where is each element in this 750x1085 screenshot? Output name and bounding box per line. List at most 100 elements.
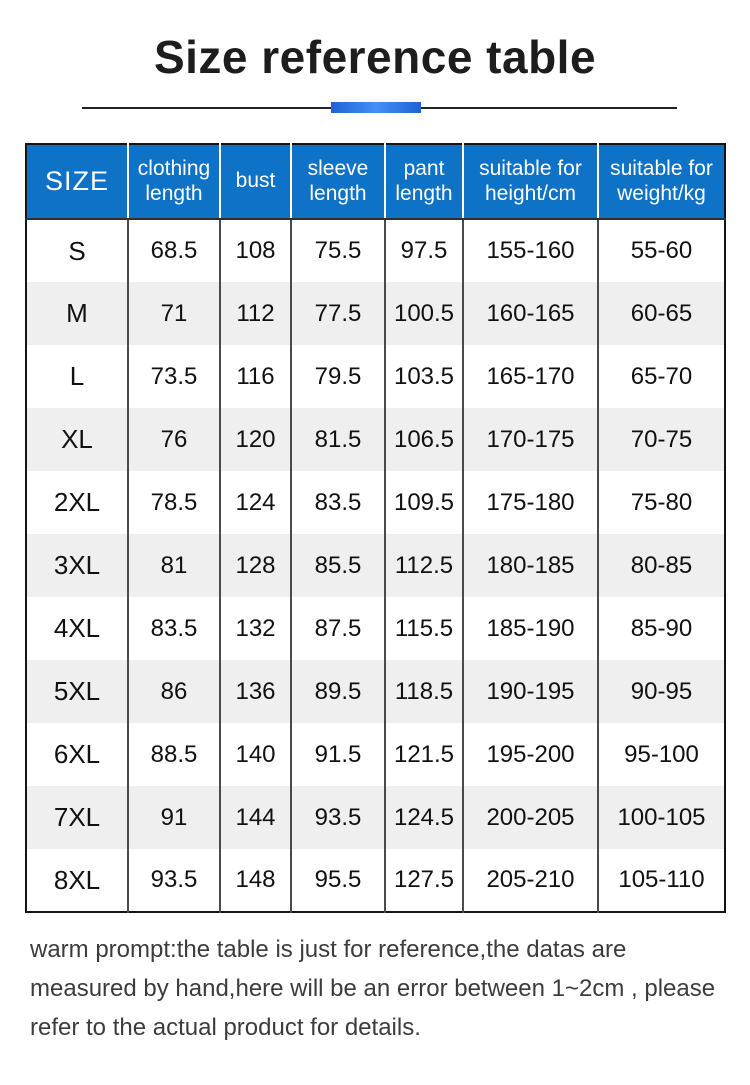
table-row-l: L 73.5 116 79.5 103.5 165-170 65-70 [26, 345, 725, 408]
table-cell: 127.5 [385, 849, 464, 912]
header-bust: bust [220, 144, 292, 220]
table-cell: 93.5 [128, 849, 221, 912]
table-cell: 77.5 [291, 282, 386, 345]
table-cell: 91 [128, 786, 221, 849]
size-cell: L [26, 345, 129, 408]
table-cell: 73.5 [128, 345, 221, 408]
table-cell: 83.5 [291, 471, 386, 534]
table-cell: 128 [220, 534, 292, 597]
table-cell: 88.5 [128, 723, 221, 786]
table-cell: 118.5 [385, 660, 464, 723]
table-cell: 68.5 [128, 219, 221, 282]
table-cell: 148 [220, 849, 292, 912]
size-cell: 7XL [26, 786, 129, 849]
table-cell: 108 [220, 219, 292, 282]
table-cell: 115.5 [385, 597, 464, 660]
table-cell: 95.5 [291, 849, 386, 912]
table-cell: 93.5 [291, 786, 386, 849]
table-cell: 175-180 [463, 471, 599, 534]
table-row-4xl: 4XL 83.5 132 87.5 115.5 185-190 85-90 [26, 597, 725, 660]
table-cell: 160-165 [463, 282, 599, 345]
table-cell: 106.5 [385, 408, 464, 471]
table-row-8xl: 8XL 93.5 148 95.5 127.5 205-210 105-110 [26, 849, 725, 912]
table-row-7xl: 7XL 91 144 93.5 124.5 200-205 100-105 [26, 786, 725, 849]
size-cell: M [26, 282, 129, 345]
table-row-2xl: 2XL 78.5 124 83.5 109.5 175-180 75-80 [26, 471, 725, 534]
table-cell: 81.5 [291, 408, 386, 471]
header-suitable-height: suitable for height/cm [463, 144, 599, 220]
table-cell: 140 [220, 723, 292, 786]
table-cell: 170-175 [463, 408, 599, 471]
size-cell: 8XL [26, 849, 129, 912]
table-cell: 100.5 [385, 282, 464, 345]
table-row-m: M 71 112 77.5 100.5 160-165 60-65 [26, 282, 725, 345]
table-cell: 165-170 [463, 345, 599, 408]
table-cell: 55-60 [630, 237, 693, 264]
table-cell: 75-80 [630, 488, 693, 516]
table-cell: 87.5 [291, 597, 386, 660]
header-sleeve-length: sleeve length [291, 144, 386, 220]
table-cell: 78.5 [128, 471, 221, 534]
table-cell: 103.5 [385, 345, 464, 408]
table-cell: 136 [220, 660, 292, 723]
table-cell: 71 [128, 282, 221, 345]
table-cell: 120 [220, 408, 292, 471]
size-cell: 6XL [26, 723, 129, 786]
table-cell: 81 [128, 534, 221, 597]
table-header-row: SIZE clothing length bust sleeve length … [26, 144, 725, 220]
table-row-6xl: 6XL 88.5 140 91.5 121.5 195-200 95-100 [26, 723, 725, 786]
table-cell: 100-105 [617, 803, 706, 831]
table-cell: 75.5 [291, 219, 386, 282]
table-row-xl: XL 76 120 81.5 106.5 170-175 70-75 [26, 408, 725, 471]
title-accent-bar [331, 102, 421, 113]
table-row-s: S 68.5 108 75.5 97.5 155-160 55-60 [26, 219, 725, 282]
table-cell: 124.5 [385, 786, 464, 849]
size-cell: XL [26, 408, 129, 471]
size-cell: 3XL [26, 534, 129, 597]
table-row-5xl: 5XL 86 136 89.5 118.5 190-195 90-95 [26, 660, 725, 723]
table-cell: 112 [220, 282, 292, 345]
table-cell: 95-100 [624, 740, 699, 768]
table-cell: 144 [220, 786, 292, 849]
table-cell: 195-200 [463, 723, 599, 786]
size-cell: 2XL [26, 471, 129, 534]
size-cell: 4XL [26, 597, 129, 660]
table-cell: 105-110 [618, 866, 705, 893]
table-cell: 76 [128, 408, 221, 471]
table-cell: 205-210 [463, 849, 599, 912]
table-cell: 86 [128, 660, 221, 723]
table-cell: 97.5 [385, 219, 464, 282]
table-row-3xl: 3XL 81 128 85.5 112.5 180-185 80-85 [26, 534, 725, 597]
page-title: Size reference table [153, 31, 597, 83]
table-cell: 112.5 [385, 534, 464, 597]
header-size: SIZE [26, 144, 129, 220]
warm-prompt-note: warm prompt:the table is just for refere… [30, 936, 716, 1041]
table-cell: 132 [220, 597, 292, 660]
table-cell: 90-95 [630, 677, 693, 705]
table-cell: 190-195 [463, 660, 599, 723]
table-cell: 180-185 [463, 534, 599, 597]
table-cell: 91.5 [291, 723, 386, 786]
table-cell: 65-70 [630, 362, 693, 390]
table-cell: 109.5 [385, 471, 464, 534]
table-cell: 80-85 [630, 551, 693, 579]
header-clothing-length: clothing length [128, 144, 221, 220]
table-cell: 121.5 [385, 723, 464, 786]
table-cell: 89.5 [291, 660, 386, 723]
table-cell: 83.5 [128, 597, 221, 660]
header-suitable-weight: suitable for weight/kg [598, 144, 725, 220]
size-cell: S [26, 219, 129, 282]
table-cell: 70-75 [630, 425, 693, 453]
table-cell: 60-65 [630, 299, 693, 327]
table-cell: 200-205 [463, 786, 599, 849]
table-cell: 85.5 [291, 534, 386, 597]
table-cell: 85-90 [630, 614, 693, 642]
table-cell: 185-190 [463, 597, 599, 660]
table-cell: 116 [220, 345, 292, 408]
header-pant-length: pant length [385, 144, 464, 220]
table-cell: 79.5 [291, 345, 386, 408]
size-reference-table: SIZE clothing length bust sleeve length … [25, 143, 726, 913]
size-cell: 5XL [26, 660, 129, 723]
table-cell: 124 [220, 471, 292, 534]
table-cell: 155-160 [463, 219, 599, 282]
